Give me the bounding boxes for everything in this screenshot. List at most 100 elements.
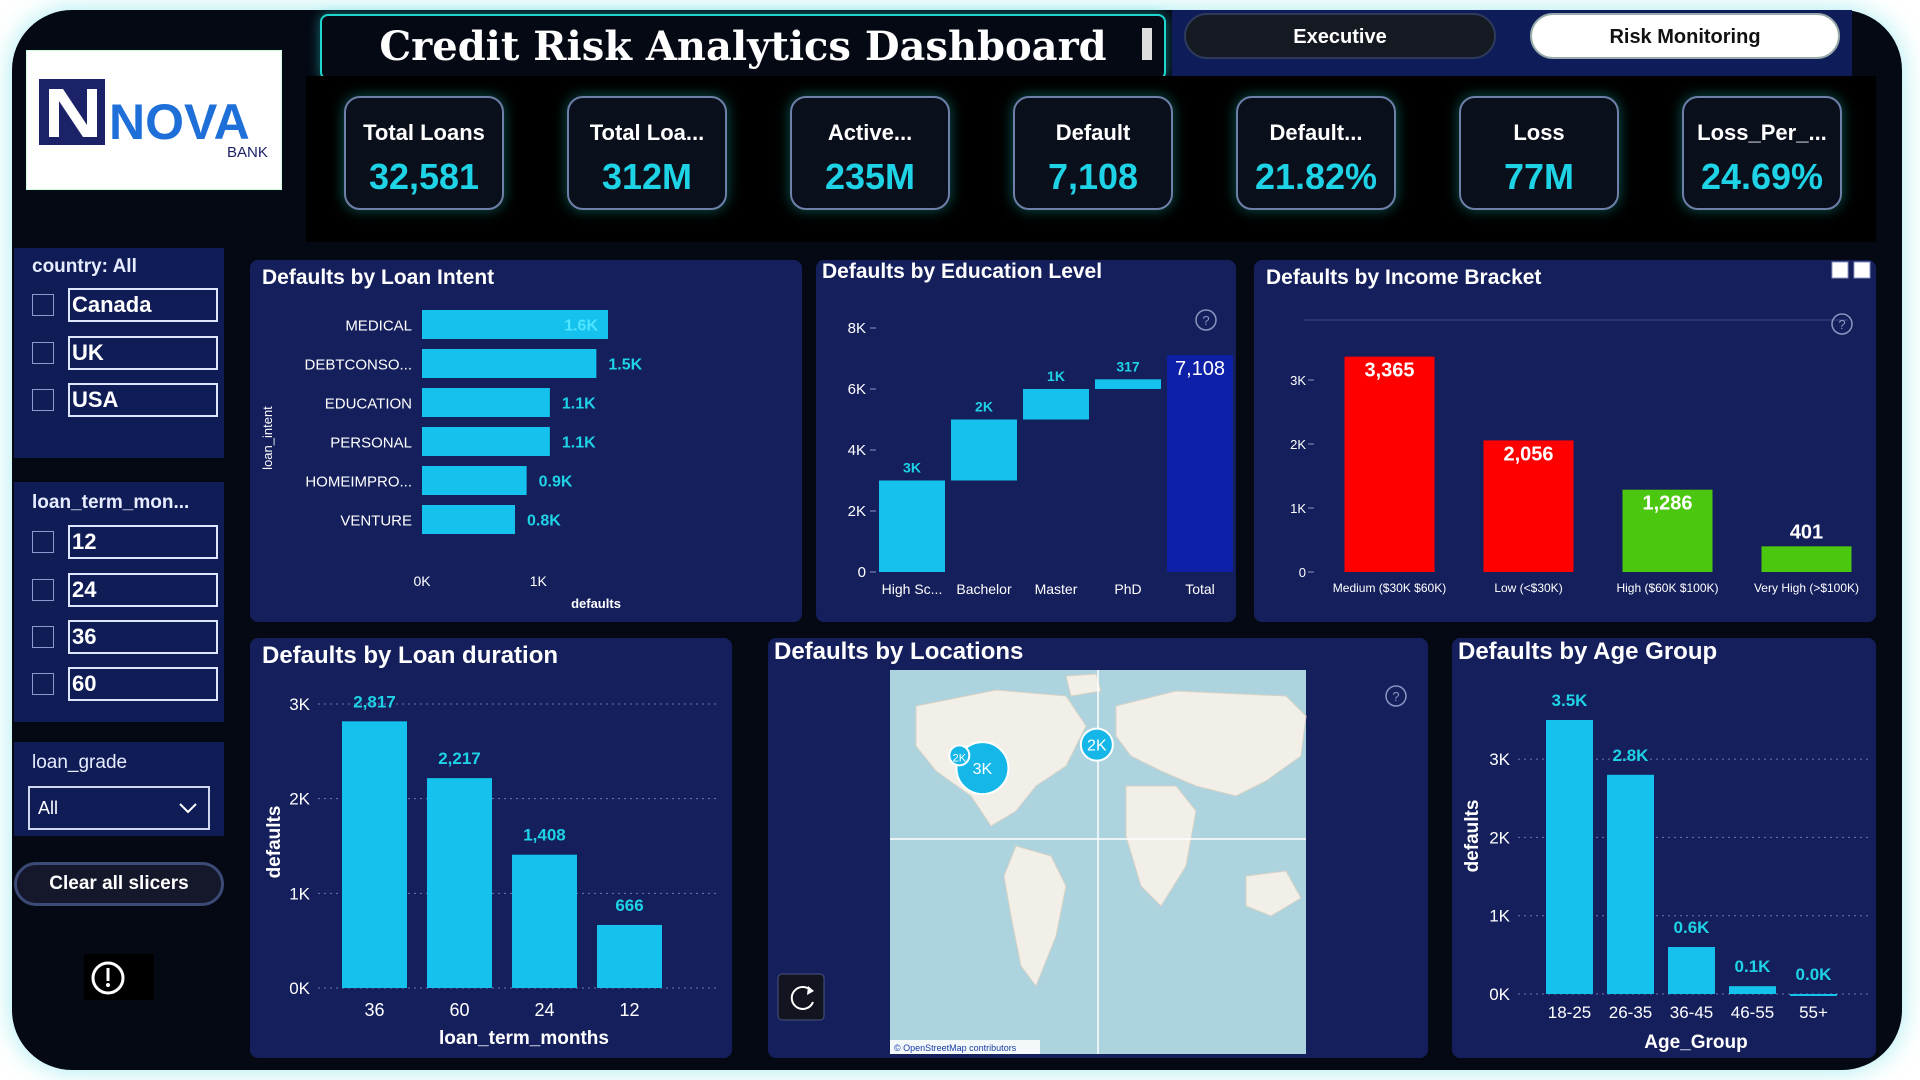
map-landmass: [1065, 673, 1102, 697]
kpi-value: 7,108: [1047, 156, 1139, 197]
data-label: 2K: [975, 399, 993, 415]
title-cursor-mark: [1142, 28, 1152, 60]
x-axis-title: Age_Group: [1644, 1032, 1747, 1053]
kpi-card-total-loans[interactable]: Total Loans 32,581: [344, 96, 504, 210]
checkbox-uk[interactable]: [32, 342, 54, 364]
clear-all-slicers-button[interactable]: Clear all slicers: [14, 862, 224, 906]
data-label: 317: [1116, 358, 1140, 374]
kpi-card-default-rate[interactable]: Default... 21.82%: [1236, 96, 1396, 210]
income-chart: 0 1K 2K 3K 3,365 Medium ($30K $60K) 2,056 Low (…: [1290, 261, 1871, 595]
kpi-label: Total Loa...: [589, 120, 705, 145]
kpi-value: 77M: [1503, 156, 1575, 197]
info-button[interactable]: [84, 954, 154, 1000]
locations-map[interactable]: 3K 2K 2K © OpenStreetMap contributors?: [766, 636, 1430, 1060]
data-label: 1K: [1047, 368, 1065, 384]
loan-grade-dropdown[interactable]: All: [28, 786, 210, 830]
option-term-12[interactable]: 12: [68, 525, 218, 559]
info-icon: [91, 961, 125, 995]
y-tick-label: 1K: [1489, 907, 1510, 926]
data-label: 7,108: [1175, 358, 1225, 380]
option-term-36[interactable]: 36: [68, 620, 218, 654]
category-label: Medium ($30K $60K): [1333, 581, 1446, 595]
kpi-card-total-loan-amount[interactable]: Total Loa... 312M: [567, 96, 727, 210]
nova-bank-logo: NOVA BANK: [26, 50, 282, 190]
category-label: 26-35: [1609, 1003, 1652, 1022]
data-label: 2,056: [1503, 443, 1553, 465]
y-tick-label: 3K: [1290, 373, 1306, 388]
age-panel: [1450, 636, 1878, 1060]
category-label: 46-55: [1731, 1003, 1774, 1022]
kpi-card-default[interactable]: Default 7,108: [1013, 96, 1173, 210]
kpi-value: 235M: [824, 156, 916, 197]
kpi-label: Default...: [1269, 120, 1363, 145]
category-label: EDUCATION: [325, 396, 412, 413]
checkbox-term-12[interactable]: [32, 531, 54, 553]
map-reset-button: [777, 973, 825, 1021]
data-label: 1.6K: [564, 318, 598, 335]
kpi-card-loss[interactable]: Loss 77M: [1459, 96, 1619, 210]
help-icon: [1831, 313, 1853, 335]
checkbox-term-60[interactable]: [32, 673, 54, 695]
waterfall-bar: [1167, 355, 1233, 572]
income-title: Defaults by Income Bracket: [1266, 266, 1542, 289]
option-uk[interactable]: UK: [68, 336, 218, 370]
waterfall-bar: [1023, 389, 1089, 420]
data-label: 666: [615, 896, 643, 915]
filter-icon: [1831, 261, 1849, 279]
y-tick-label: 2K: [1489, 828, 1510, 847]
risk-monitoring-nav-button[interactable]: Risk Monitoring: [1530, 13, 1840, 59]
bar: [422, 427, 550, 456]
kpi-card-active[interactable]: Active... 235M: [790, 96, 950, 210]
kpi-value: 21.82%: [1254, 156, 1378, 197]
y-tick-label: 1K: [1290, 501, 1306, 516]
option-term-24[interactable]: 24: [68, 573, 218, 607]
data-label: 0.0K: [1796, 965, 1833, 984]
page-title: Credit Risk Analytics Dashboard: [320, 14, 1166, 80]
option-usa[interactable]: USA: [68, 383, 218, 417]
x-axis-title: defaults: [571, 596, 621, 611]
loan-intent-title: Defaults by Loan Intent: [262, 266, 495, 289]
category-label: 24: [534, 1000, 554, 1020]
loan-grade-selected: All: [38, 798, 59, 818]
option-term-60[interactable]: 60: [68, 667, 218, 701]
category-label: Master: [1035, 581, 1078, 597]
map-landmass: [1115, 690, 1307, 797]
data-label: 3,365: [1364, 360, 1414, 382]
map-bubble-label: 2K: [953, 752, 967, 764]
checkbox-canada[interactable]: [32, 294, 54, 316]
checkbox-usa[interactable]: [32, 389, 54, 411]
checkbox-term-24[interactable]: [32, 579, 54, 601]
category-label: Low (<$30K): [1494, 581, 1562, 595]
data-label: 0.1K: [1735, 957, 1772, 976]
checkbox-term-36[interactable]: [32, 626, 54, 648]
bar: [427, 778, 492, 988]
bar: [1607, 774, 1654, 994]
bar: [1546, 720, 1593, 994]
bar: [342, 721, 407, 988]
kpi-value: 312M: [601, 156, 693, 197]
bar: [422, 466, 527, 495]
option-canada[interactable]: Canada: [68, 288, 218, 322]
y-tick-label: 3K: [1489, 750, 1510, 769]
category-label: PhD: [1114, 581, 1141, 597]
kpi-label: Default: [1055, 120, 1131, 145]
chevron-down-icon: [179, 803, 197, 814]
y-tick-label: 0K: [289, 979, 310, 998]
loan-term-slicer-label: loan_term_mon...: [32, 492, 190, 513]
data-label: 0.8K: [527, 513, 561, 530]
map-landmass: [1125, 785, 1197, 907]
bar: [422, 388, 550, 417]
y-tick-label: 4K: [848, 442, 866, 459]
kpi-card-loss-percent[interactable]: Loss_Per_... 24.69%: [1682, 96, 1842, 210]
kpi-label: Active...: [827, 120, 913, 145]
duration-title: Defaults by Loan duration: [262, 642, 559, 669]
map-attribution: © OpenStreetMap contributors: [894, 1043, 1017, 1053]
x-tick-label: 1K: [530, 573, 548, 589]
y-tick-label: 0: [858, 564, 866, 581]
loan-grade-label: loan_grade: [32, 752, 128, 773]
map-bubble: [948, 744, 971, 767]
data-label: 2.8K: [1613, 746, 1650, 765]
kpi-value: 32,581: [368, 156, 480, 197]
executive-nav-button[interactable]: Executive: [1184, 13, 1496, 59]
y-tick-label: 2K: [848, 503, 866, 520]
